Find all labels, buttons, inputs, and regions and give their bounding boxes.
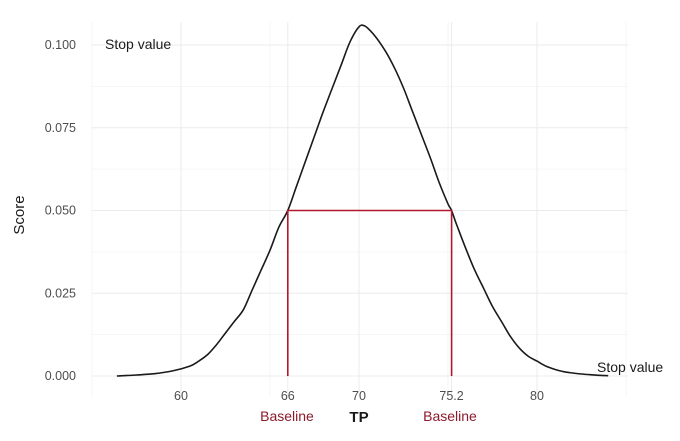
stop-value-label-top: Stop value — [105, 36, 171, 52]
y-tick-label: 0.050 — [45, 204, 76, 218]
y-axis-title: Score — [11, 195, 28, 234]
baseline-band-line — [286, 209, 453, 376]
x-axis-ticks: 60 66 70 75.2 80 — [174, 389, 544, 403]
plot-series — [116, 24, 609, 377]
baseline-label-left: Baseline — [260, 408, 314, 424]
x-tick-label: 80 — [530, 389, 544, 403]
x-tick-label: 70 — [352, 389, 366, 403]
x-tick-label: 66 — [281, 389, 295, 403]
x-axis-title: TP — [349, 409, 368, 426]
grid-lines — [91, 22, 628, 396]
x-tick-label: 60 — [174, 389, 188, 403]
y-tick-label: 0.100 — [45, 38, 76, 52]
y-tick-label: 0.075 — [45, 121, 76, 135]
density-curve — [116, 24, 609, 377]
y-tick-label: 0.000 — [45, 369, 76, 383]
baseline-label-right: Baseline — [423, 408, 477, 424]
stop-value-label-right: Stop value — [597, 359, 663, 375]
y-tick-label: 0.025 — [45, 286, 76, 300]
x-tick-label: 75.2 — [439, 389, 463, 403]
y-axis-ticks: 0.000 0.025 0.050 0.075 0.100 — [45, 38, 76, 383]
